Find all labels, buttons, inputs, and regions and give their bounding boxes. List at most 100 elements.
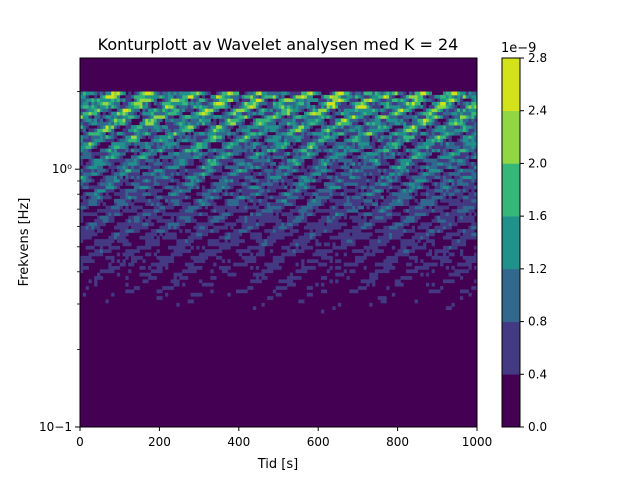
contour-cell	[85, 125, 89, 129]
contour-cell	[292, 131, 296, 136]
contour-cell	[233, 151, 237, 156]
contour-cell	[406, 215, 410, 220]
contour-cell	[159, 115, 163, 119]
contour-cell	[255, 265, 260, 270]
contour-cell	[250, 198, 254, 203]
contour-cell	[394, 172, 398, 176]
contour-cell	[318, 145, 322, 149]
contour-cell	[182, 138, 186, 143]
contour-cell	[125, 128, 129, 133]
contour-cell	[176, 178, 180, 183]
contour-cell	[139, 128, 143, 133]
contour-cell	[423, 155, 427, 160]
contour-cell	[425, 229, 430, 233]
contour-cell	[167, 125, 172, 129]
contour-cell	[287, 111, 291, 116]
contour-cell	[459, 131, 464, 136]
contour-cell	[278, 222, 282, 227]
contour-cell	[156, 208, 160, 213]
contour-cell	[91, 128, 95, 133]
contour-cell	[142, 192, 146, 196]
contour-cell	[468, 212, 472, 217]
contour-cell	[315, 128, 319, 133]
contour-cell	[284, 175, 288, 180]
contour-cell	[363, 182, 367, 186]
contour-cell	[255, 145, 260, 149]
contour-cell	[272, 125, 277, 129]
contour-cell	[442, 219, 447, 223]
contour-cell	[400, 111, 404, 116]
contour-cell	[301, 242, 305, 247]
contour-cell	[94, 121, 98, 126]
contour-cell	[462, 172, 467, 176]
contour-cell	[159, 145, 163, 149]
contour-cell	[210, 148, 214, 153]
contour-cell	[403, 249, 407, 253]
contour-cell	[210, 289, 214, 294]
contour-cell	[397, 282, 401, 287]
contour-cell	[173, 272, 177, 277]
contour-cell	[440, 215, 444, 220]
contour-cell	[255, 182, 260, 186]
contour-cell	[298, 155, 302, 160]
contour-cell	[125, 148, 129, 153]
contour-cell	[360, 232, 364, 237]
contour-cell	[221, 212, 226, 217]
contour-cell	[301, 175, 305, 180]
contour-cell	[210, 168, 214, 173]
contour-cell	[386, 229, 390, 233]
contour-cell	[145, 145, 149, 149]
contour-cell	[380, 219, 384, 223]
contour-cell	[428, 118, 433, 123]
contour-cell	[287, 192, 291, 196]
contour-cell	[105, 118, 109, 123]
contour-cell	[360, 111, 364, 116]
contour-cell	[454, 161, 458, 166]
contour-cell	[465, 155, 469, 160]
contour-cell	[227, 121, 231, 126]
contour-cell	[281, 185, 285, 190]
contour-cell	[425, 212, 430, 217]
contour-cell	[207, 115, 211, 119]
contour-cell	[153, 151, 157, 156]
contour-cell	[199, 111, 203, 116]
contour-cell	[338, 302, 342, 307]
contour-cell	[363, 235, 367, 240]
contour-cell	[355, 138, 359, 143]
contour-cell	[255, 279, 260, 284]
contour-cell	[142, 125, 146, 129]
contour-cell	[465, 229, 469, 233]
contour-cell	[397, 202, 401, 206]
contour-cell	[125, 118, 129, 123]
contour-cell	[272, 202, 277, 206]
contour-cell	[165, 158, 169, 163]
contour-cell	[346, 131, 350, 136]
contour-cell	[173, 121, 177, 126]
contour-cell	[414, 215, 418, 220]
contour-cell	[389, 232, 393, 237]
contour-cell	[207, 282, 211, 287]
contour-cell	[389, 229, 393, 233]
contour-cell	[148, 265, 152, 270]
contour-cell	[250, 145, 254, 149]
contour-cell	[204, 229, 209, 233]
contour-cell	[448, 175, 452, 180]
contour-cell	[338, 155, 342, 160]
contour-cell	[301, 262, 305, 267]
contour-cell	[340, 235, 345, 240]
contour-cell	[235, 182, 240, 186]
contour-cell	[309, 168, 313, 173]
contour-cell	[247, 195, 251, 200]
contour-cell	[201, 168, 206, 173]
contour-cell	[80, 185, 84, 190]
contour-cell	[309, 235, 313, 240]
contour-cell	[238, 202, 243, 206]
contour-cell	[338, 265, 342, 270]
contour-cell	[227, 148, 231, 153]
contour-cell	[349, 135, 353, 139]
contour-cell	[156, 269, 160, 274]
contour-cell	[250, 195, 254, 200]
contour-cell	[207, 128, 211, 133]
contour-cell	[383, 265, 387, 270]
contour-cell	[474, 145, 477, 149]
